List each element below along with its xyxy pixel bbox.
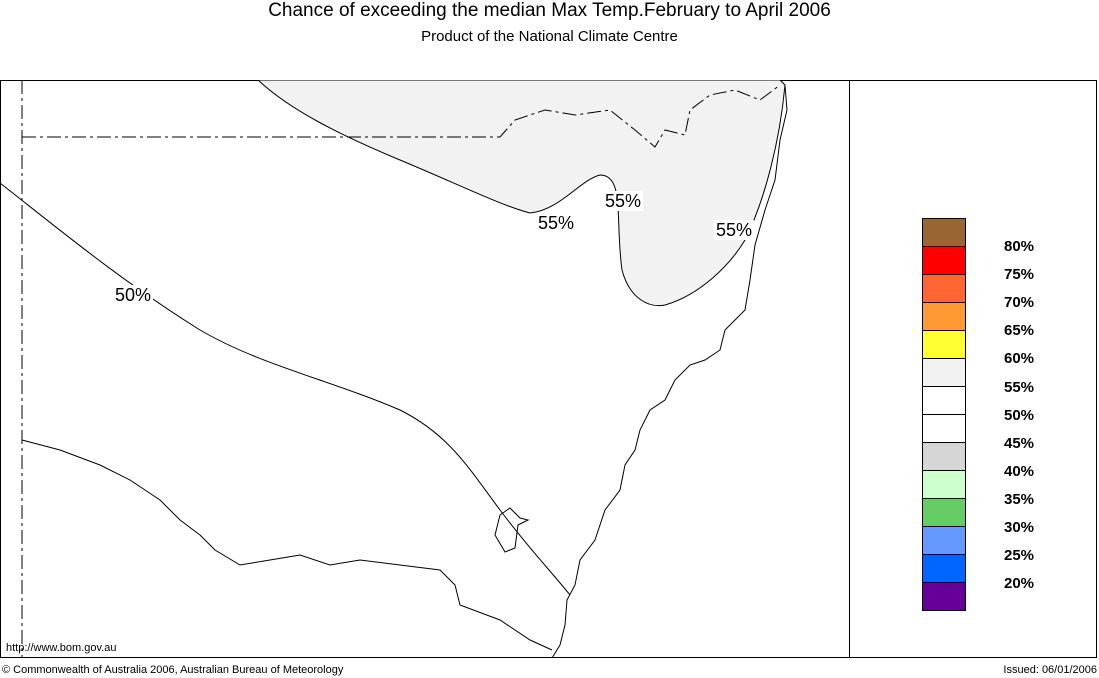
legend-swatch bbox=[922, 275, 966, 303]
legend-label: 75% bbox=[1004, 266, 1035, 284]
legend-swatch bbox=[922, 499, 966, 527]
legend-label: 45% bbox=[1004, 434, 1035, 452]
website-url[interactable]: http://www.bom.gov.au bbox=[6, 642, 117, 654]
legend-swatch bbox=[922, 331, 966, 359]
legend-label: 30% bbox=[1004, 519, 1035, 536]
legend-label: 70% bbox=[1004, 294, 1035, 312]
legend-divider bbox=[849, 80, 850, 658]
legend-swatch bbox=[922, 387, 966, 415]
legend-label: 25% bbox=[1004, 547, 1035, 565]
legend-label: 20% bbox=[1004, 575, 1035, 593]
contour-50 bbox=[0, 182, 571, 596]
legend-swatch bbox=[922, 415, 966, 443]
contour-label: 50% bbox=[113, 285, 154, 305]
contour-label: 55% bbox=[714, 220, 755, 240]
legend-swatch bbox=[922, 471, 966, 499]
port-phillip-bay bbox=[494, 507, 530, 553]
map-title: Chance of exceeding the median Max Temp.… bbox=[268, 0, 831, 21]
legend-label: 50% bbox=[1004, 406, 1035, 424]
legend-swatch bbox=[922, 303, 966, 331]
legend-label: 40% bbox=[1004, 462, 1035, 480]
map-canvas bbox=[0, 80, 788, 658]
southern-coastline bbox=[21, 439, 553, 651]
issued-date: Issued: 06/01/2006 bbox=[1003, 664, 1097, 676]
legend-swatch bbox=[922, 247, 966, 275]
contour-label: 55% bbox=[536, 213, 577, 233]
contour-label: 55% bbox=[603, 191, 644, 211]
map-subtitle: Product of the National Climate Centre bbox=[421, 28, 678, 45]
copyright-notice: © Commonwealth of Australia 2006, Austra… bbox=[2, 664, 344, 676]
legend-swatch bbox=[922, 443, 966, 471]
legend-swatch bbox=[922, 359, 966, 387]
legend-swatch bbox=[922, 583, 966, 611]
legend-label: 55% bbox=[1004, 378, 1035, 396]
legend-swatch bbox=[922, 218, 966, 247]
legend-label: 35% bbox=[1004, 490, 1035, 508]
legend-swatch bbox=[922, 555, 966, 583]
legend-swatch bbox=[922, 527, 966, 555]
legend-label: 80% bbox=[1004, 238, 1035, 255]
legend-label: 60% bbox=[1004, 350, 1035, 368]
above-55-region bbox=[257, 80, 786, 307]
state-border-north bbox=[22, 84, 781, 148]
color-legend bbox=[922, 218, 966, 611]
legend-label: 65% bbox=[1004, 322, 1035, 340]
coastline bbox=[551, 84, 788, 658]
